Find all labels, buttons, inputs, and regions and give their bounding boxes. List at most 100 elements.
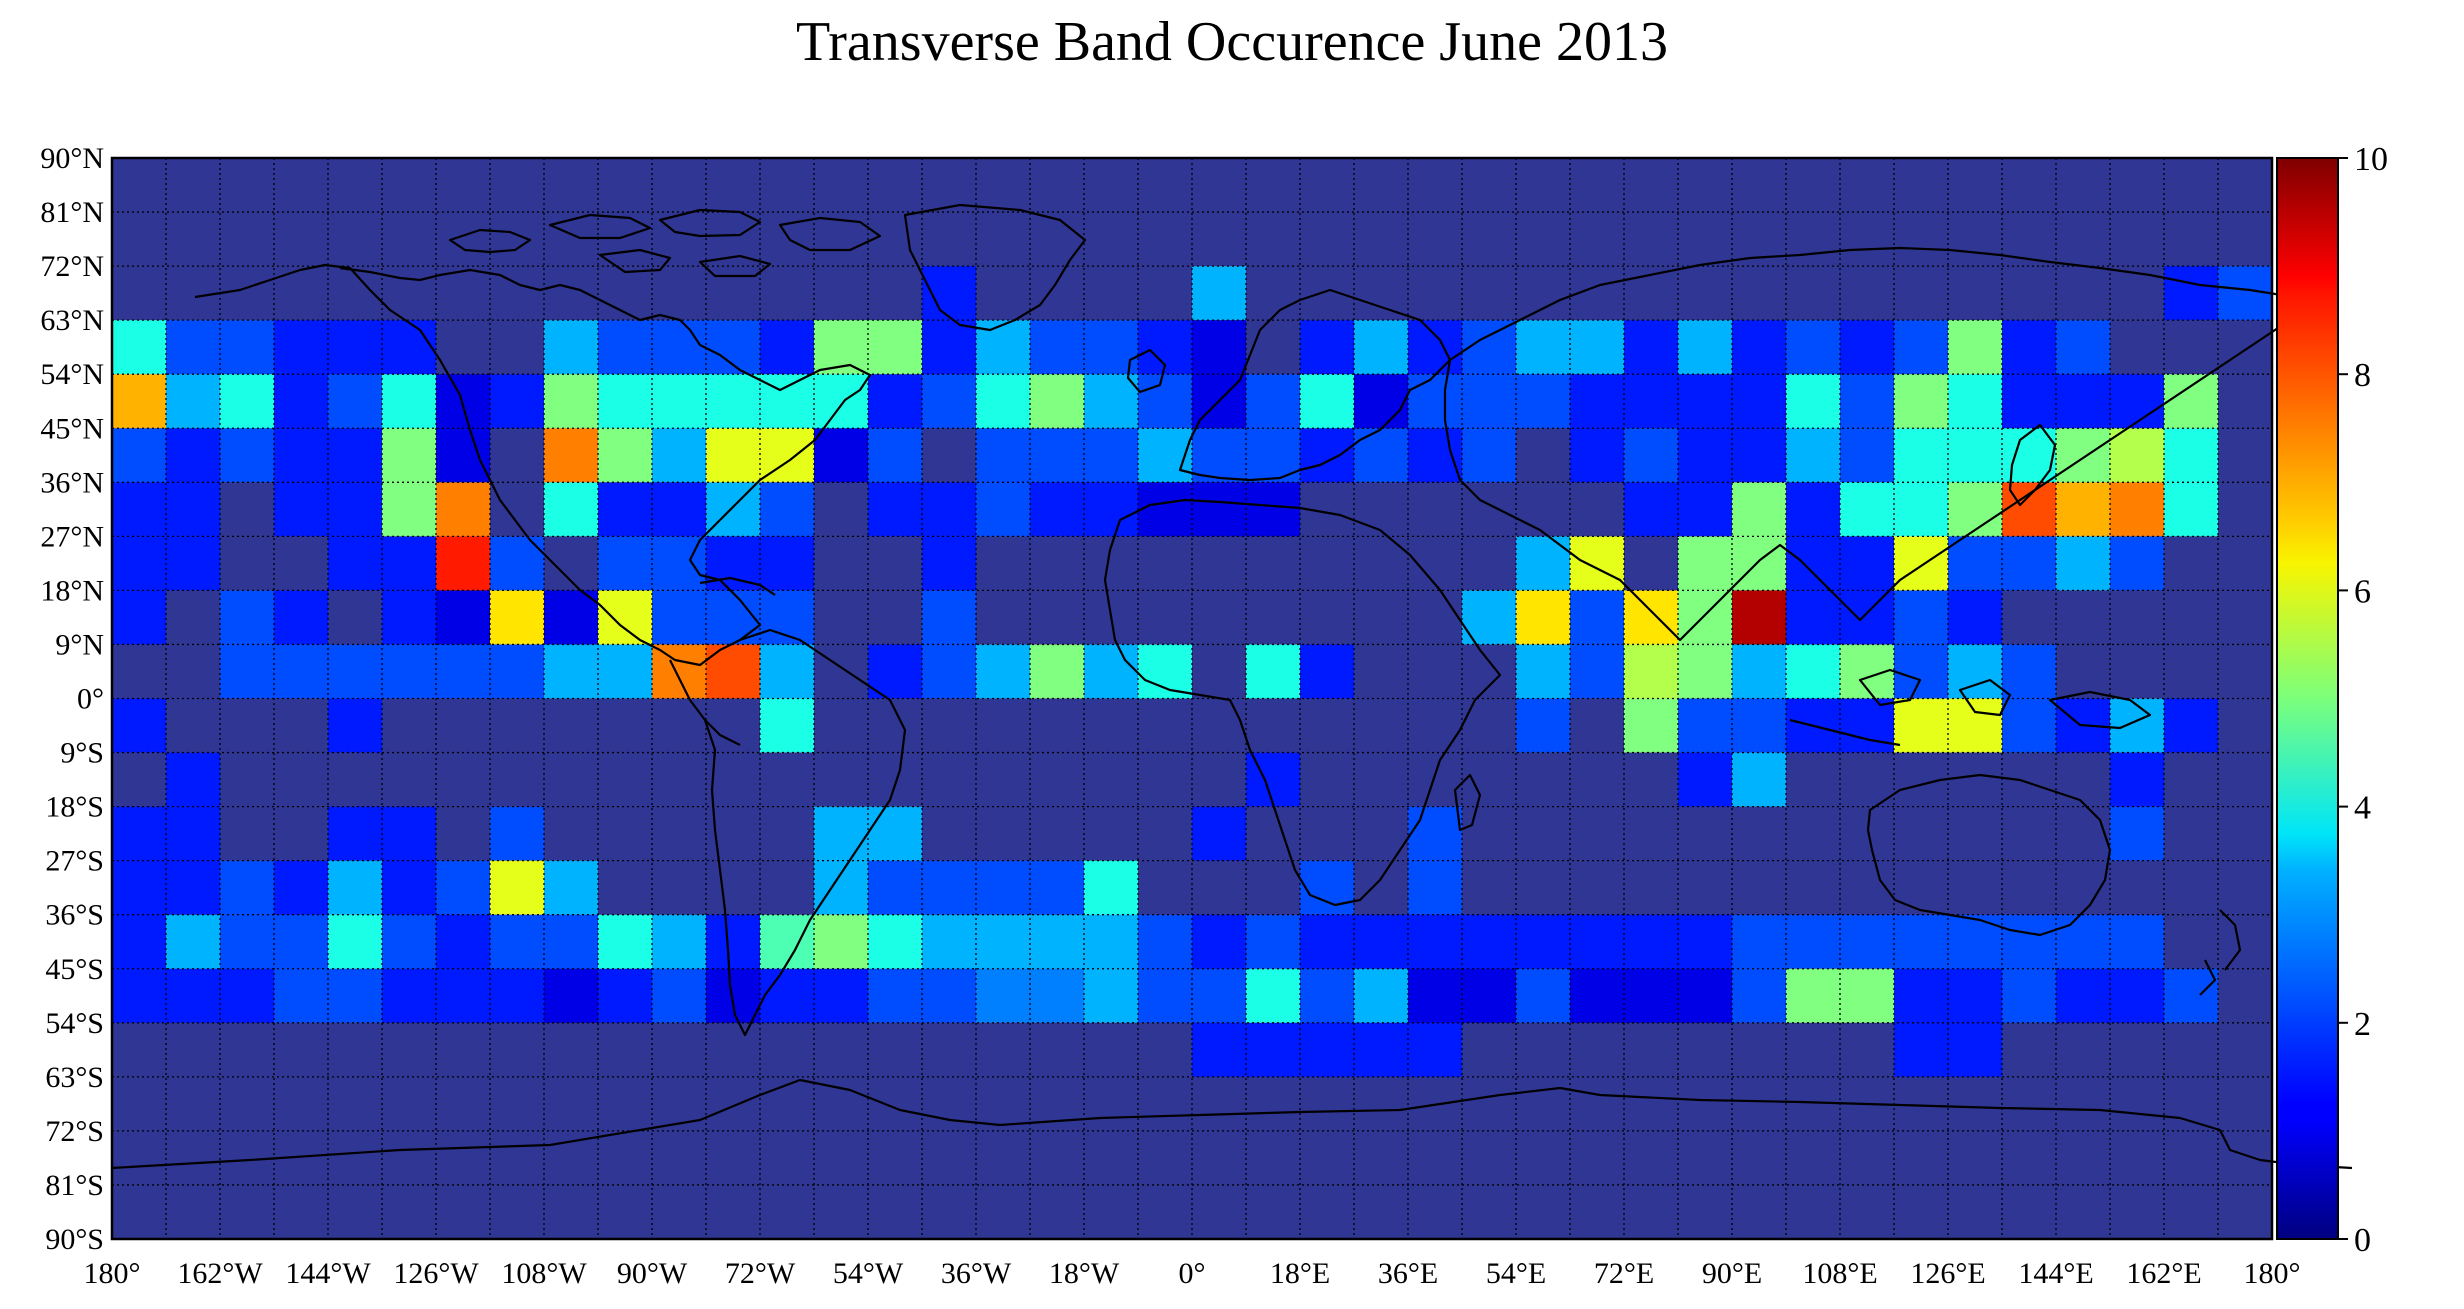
y-tick-label: 54°N <box>40 358 104 391</box>
heatmap-cell <box>328 968 383 1024</box>
x-tick-label: 180° <box>2244 1257 2301 1290</box>
heatmap-cell <box>598 212 653 267</box>
y-tick-label: 18°S <box>45 791 104 824</box>
heatmap-cell <box>1300 1076 1355 1132</box>
heatmap-cell <box>436 536 491 591</box>
heatmap-cell <box>922 698 977 754</box>
heatmap-cell <box>436 374 491 429</box>
heatmap-cell <box>1300 644 1355 700</box>
heatmap-cell <box>868 644 923 700</box>
heatmap-cell <box>1840 698 1895 754</box>
colorbar <box>2276 157 2339 1240</box>
heatmap-cell <box>1030 158 1085 213</box>
heatmap-cell <box>760 158 815 213</box>
heatmap-cell <box>436 644 491 700</box>
heatmap-cell <box>490 482 545 537</box>
heatmap-cell <box>814 482 869 537</box>
heatmap-cell <box>598 428 653 483</box>
grid-lines <box>112 158 2272 1239</box>
heatmap-cells <box>112 158 2273 1240</box>
heatmap-cell <box>2164 860 2219 916</box>
heatmap-cell <box>1678 698 1733 754</box>
heatmap-cell <box>166 1184 221 1240</box>
x-tick-label: 54°W <box>833 1257 904 1290</box>
heatmap-cell <box>1192 968 1247 1024</box>
heatmap-cell <box>220 428 275 483</box>
heatmap-cell <box>2110 1076 2165 1132</box>
heatmap-cell <box>436 1130 491 1186</box>
heatmap-cell <box>1840 266 1895 321</box>
heatmap-cell <box>1732 644 1787 700</box>
heatmap-cell <box>2110 374 2165 429</box>
heatmap-cell <box>1570 1130 1625 1186</box>
heatmap-cell <box>1408 158 1463 213</box>
colorbar-tick-label: 6 <box>2354 573 2371 610</box>
heatmap-cell <box>1462 1076 1517 1132</box>
heatmap-cell <box>166 1022 221 1078</box>
heatmap-cell <box>1840 914 1895 970</box>
heatmap-cell <box>112 590 167 646</box>
heatmap-cell <box>814 374 869 429</box>
heatmap-cell <box>1624 428 1679 483</box>
y-tick-label: 72°N <box>40 250 104 283</box>
x-tick-label: 72°W <box>725 1257 796 1290</box>
heatmap-cell <box>220 590 275 646</box>
heatmap-cell <box>2002 158 2057 213</box>
heatmap-cell <box>1138 698 1193 754</box>
heatmap-cell <box>1408 968 1463 1024</box>
heatmap-cell <box>1624 1130 1679 1186</box>
heatmap-cell <box>1192 860 1247 916</box>
heatmap-cell <box>112 1076 167 1132</box>
heatmap-cell <box>382 914 437 970</box>
heatmap-cell <box>1246 914 1301 970</box>
heatmap-cell <box>1894 1184 1949 1240</box>
heatmap-cell <box>1084 698 1139 754</box>
heatmap-cell <box>2002 590 2057 646</box>
heatmap-cell <box>1354 752 1409 808</box>
heatmap-cell <box>814 590 869 646</box>
heatmap-cell <box>2218 590 2273 646</box>
heatmap-cell <box>1678 320 1733 375</box>
heatmap-cell <box>652 428 707 483</box>
heatmap-cell <box>2110 698 2165 754</box>
heatmap-cell <box>1516 158 1571 213</box>
heatmap-cell <box>1138 860 1193 916</box>
heatmap-cell <box>706 914 761 970</box>
heatmap-cell <box>1624 590 1679 646</box>
heatmap-cell <box>220 536 275 591</box>
y-tick-label: 27°N <box>40 520 104 553</box>
heatmap-cell <box>2002 968 2057 1024</box>
heatmap-cell <box>1516 1184 1571 1240</box>
heatmap-cell <box>1516 266 1571 321</box>
heatmap-cell <box>2056 968 2111 1024</box>
heatmap-cell <box>1732 752 1787 808</box>
heatmap-cell <box>1840 212 1895 267</box>
heatmap-cell <box>868 752 923 808</box>
y-tick-label: 81°N <box>40 196 104 229</box>
heatmap-cell <box>1462 752 1517 808</box>
heatmap-cell <box>868 806 923 862</box>
heatmap-cell <box>1030 1130 1085 1186</box>
heatmap-cell <box>544 914 599 970</box>
heatmap-cell <box>2164 266 2219 321</box>
heatmap-cell <box>1732 266 1787 321</box>
heatmap-cell <box>328 644 383 700</box>
heatmap-cell <box>1570 914 1625 970</box>
y-tick-label: 81°S <box>45 1169 104 1202</box>
heatmap-cell <box>112 644 167 700</box>
heatmap-cell <box>760 860 815 916</box>
heatmap-cell <box>1948 968 2003 1024</box>
heatmap-cell <box>1570 482 1625 537</box>
heatmap-cell <box>922 266 977 321</box>
heatmap-cell <box>1786 482 1841 537</box>
heatmap-cell <box>814 914 869 970</box>
heatmap-cell <box>1516 1022 1571 1078</box>
heatmap-cell <box>328 590 383 646</box>
heatmap-cell <box>976 212 1031 267</box>
heatmap-cell <box>1300 428 1355 483</box>
heatmap-cell <box>1624 1184 1679 1240</box>
heatmap-cell <box>814 1076 869 1132</box>
heatmap-cell <box>1678 1076 1733 1132</box>
heatmap-cell <box>706 968 761 1024</box>
heatmap-cell <box>2218 644 2273 700</box>
